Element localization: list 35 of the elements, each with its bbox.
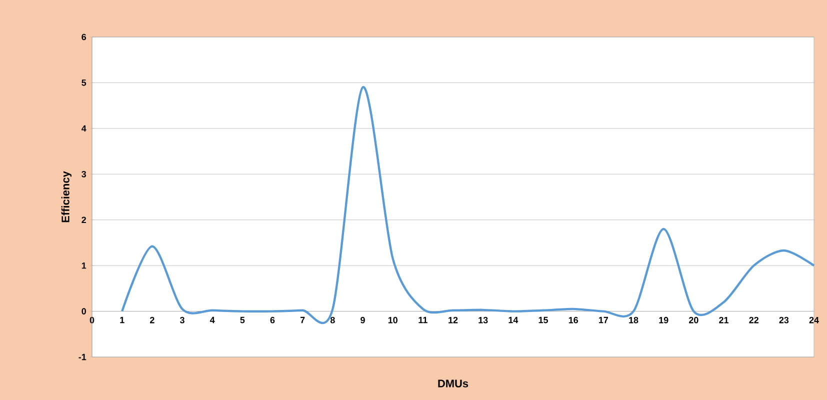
x-tick-label: 1 xyxy=(120,316,124,324)
x-tick-label: 24 xyxy=(809,316,819,324)
x-tick-label: 16 xyxy=(568,316,578,324)
x-tick-label: 4 xyxy=(210,316,215,324)
x-tick-label: 21 xyxy=(719,316,728,324)
y-axis-title: Efficiency xyxy=(61,171,72,222)
y-tick-label: 3 xyxy=(82,170,86,178)
x-axis-title: DMUs xyxy=(438,380,468,388)
x-tick-label: 13 xyxy=(478,316,488,324)
y-tick-label: 1 xyxy=(82,262,86,269)
x-tick-label: 3 xyxy=(180,316,184,324)
x-tick-label: 9 xyxy=(360,316,365,324)
y-tick-label: 2 xyxy=(82,216,86,223)
x-tick-label: 11 xyxy=(418,316,428,324)
y-tick-label: 4 xyxy=(82,125,86,132)
x-tick-label: 10 xyxy=(388,316,398,324)
x-tick-label: 20 xyxy=(689,316,698,324)
x-tick-label: 6 xyxy=(270,316,275,324)
x-tick-label: 14 xyxy=(508,316,518,324)
x-tick-label: 8 xyxy=(330,316,335,324)
x-tick-label: 18 xyxy=(629,316,638,324)
x-tick-label: 0 xyxy=(90,316,94,324)
x-tick-label: 12 xyxy=(448,316,458,324)
x-tick-label: 19 xyxy=(659,316,668,324)
x-tick-label: 2 xyxy=(150,316,154,324)
x-tick-label: 22 xyxy=(749,316,758,324)
x-tick-label: 23 xyxy=(779,316,789,324)
x-tick-label: 7 xyxy=(300,316,305,324)
y-tick-label: 5 xyxy=(82,80,86,86)
y-tick-label: 0 xyxy=(82,308,86,314)
x-tick-label: 15 xyxy=(538,316,548,324)
x-tick-label: 17 xyxy=(599,316,608,324)
y-tick-label: -1 xyxy=(78,354,86,360)
x-tick-label: 5 xyxy=(240,316,245,324)
y-tick-label: 6 xyxy=(82,34,86,40)
